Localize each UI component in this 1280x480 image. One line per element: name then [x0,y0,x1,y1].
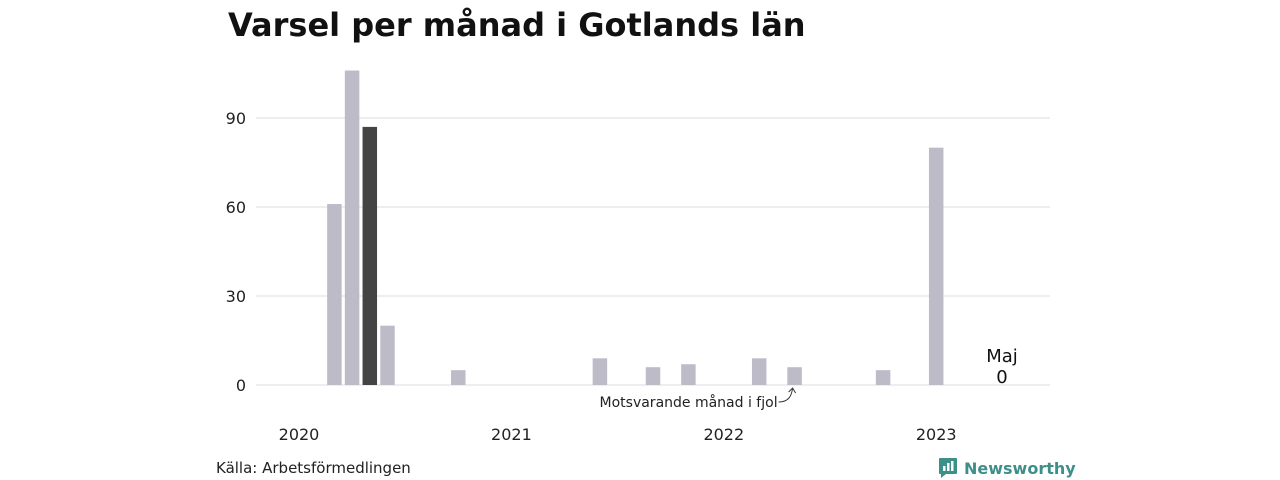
annotation-arrow [778,387,794,403]
bars [327,70,944,386]
y-tick-label: 0 [236,376,246,395]
annotation-text: Motsvarande månad i fjol [600,394,778,411]
y-tick-label: 90 [226,109,246,128]
bar [645,367,661,385]
x-tick-label: 2020 [279,425,320,444]
chart-title: Varsel per månad i Gotlands län [228,6,806,44]
y-tick-label: 30 [226,287,246,306]
bar [380,325,395,385]
last-value-month: Maj [986,346,1018,367]
annotation-arrowhead [788,387,797,394]
bar [344,70,360,386]
bar-highlighted [362,126,378,386]
last-value-label: Maj 0 [986,346,1018,388]
logo-text: Newsworthy [964,458,1076,478]
bar [681,364,696,385]
x-axis-ticks: 2020 2021 2022 2023 [279,425,957,444]
y-tick-label: 60 [226,198,246,217]
bar [928,147,944,385]
x-tick-label: 2022 [703,425,744,444]
bar [787,367,802,385]
x-tick-label: 2023 [916,425,957,444]
source-text: Källa: Arbetsförmedlingen [216,459,411,477]
bar [327,204,342,385]
last-value-number: 0 [996,367,1007,388]
x-tick-label: 2021 [491,425,532,444]
newsworthy-logo: Newsworthy [938,457,1076,479]
bar [751,358,767,385]
y-axis-ticks: 0 30 60 90 [226,109,246,395]
bar [875,370,891,385]
annotation: Motsvarande månad i fjol [600,387,797,411]
bar [451,370,466,385]
bar-chart-bubble-icon [939,458,957,478]
bar [592,358,608,385]
